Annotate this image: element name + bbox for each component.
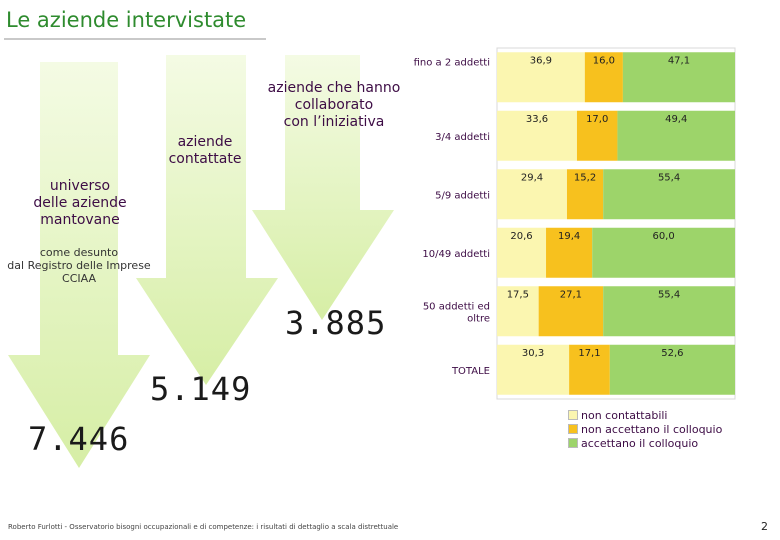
funnel-arrows: [8, 55, 394, 468]
title-underline: [4, 38, 266, 40]
bar-5-9-addetti-non-accettano-il-colloquio: [566, 169, 604, 220]
value-label-5-9-addetti-accettano-il-colloquio: 55,4: [658, 172, 680, 183]
value-label-totale-non-contattabili: 30,3: [522, 348, 544, 359]
bar-totale-non-accettano-il-colloquio: [569, 344, 610, 395]
legend-swatch-non-contattabili: [568, 410, 578, 420]
value-label-totale-accettano-il-colloquio: 52,6: [661, 348, 683, 359]
bar-5-9-addetti-non-contattabili: [497, 169, 567, 220]
value-label-5-9-addetti-non-contattabili: 29,4: [521, 172, 543, 183]
value-label-10-49-addetti-non-accettano-il-colloquio: 19,4: [558, 231, 580, 242]
label-universo-text: universo delle aziende mantovane: [33, 178, 127, 228]
stacked-bar-chart: fino a 2 addetti 36,9 16,0 47,1 3/4 addetti 3…: [414, 47, 736, 400]
value-label-50-addetti-ed-oltre-accettano-il-colloquio: 55,4: [658, 289, 680, 300]
plot-frame: [496, 47, 736, 400]
bar-fino-a-2-addetti-accettano-il-colloquio: [622, 52, 735, 103]
value-label-3-4-addetti-accettano-il-colloquio: 49,4: [665, 114, 687, 125]
universo-arrow: [8, 62, 150, 468]
bar-50-addetti-ed-oltre-non-contattabili: [497, 286, 539, 337]
legend-label-accettano: accettano il colloquio: [581, 436, 699, 450]
bar-10-49-addetti-non-contattabili: [497, 227, 547, 278]
value-label-50-addetti-ed-oltre-non-contattabili: 17,5: [507, 289, 529, 300]
label-universo-note: come desunto dal Registro delle Imprese …: [4, 246, 154, 285]
value-label-3-4-addetti-non-accettano-il-colloquio: 17,0: [586, 114, 608, 125]
label-contattate-text: aziende contattate: [168, 134, 242, 167]
legend-label-non-contattabili: non contattabili: [581, 408, 668, 422]
value-label-10-49-addetti-non-contattabili: 20,6: [510, 231, 532, 242]
category-label-3-4-addetti: 3/4 addetti: [435, 132, 490, 143]
value-label-totale-non-accettano-il-colloquio: 17,1: [578, 348, 600, 359]
category-label-fino-a-2-addetti: fino a 2 addetti: [414, 57, 490, 68]
page-number: 2: [761, 520, 768, 533]
value-label-fino-a-2-addetti-non-contattabili: 36,9: [530, 55, 552, 66]
legend-swatch-non-accettano: [568, 424, 578, 434]
value-label-3-4-addetti-non-contattabili: 33,6: [526, 114, 548, 125]
category-label-50-addetti-ed-oltre-line-2: oltre: [467, 313, 490, 324]
bar-fino-a-2-addetti-non-contattabili: [497, 52, 585, 103]
number-collaborato: 3.885: [285, 304, 387, 342]
bar-totale-accettano-il-colloquio: [609, 344, 735, 395]
category-label-50-addetti-ed-oltre-line-1: 50 addetti ed: [423, 301, 490, 312]
collaborato-arrow: [252, 55, 394, 320]
number-universo: 7.446: [28, 420, 130, 458]
bar-10-49-addetti-accettano-il-colloquio: [592, 227, 735, 278]
legend-item-non-accettano: non accettano il colloquio: [568, 422, 722, 436]
label-contattate: aziende contattate: [150, 134, 260, 168]
legend-swatch-accettano: [568, 438, 578, 448]
legend-item-non-contattabili: non contattabili: [568, 408, 722, 422]
bar-10-49-addetti-non-accettano-il-colloquio: [546, 227, 593, 278]
category-label-10-49-addetti: 10/49 addetti: [422, 249, 490, 260]
legend-item-accettano: accettano il colloquio: [568, 436, 722, 450]
bar-50-addetti-ed-oltre-accettano-il-colloquio: [603, 286, 735, 337]
label-universo-note-text: come desunto dal Registro delle Imprese …: [7, 246, 151, 285]
label-universo: universo delle aziende mantovane: [22, 178, 138, 229]
number-contattate: 5.149: [150, 370, 252, 408]
label-collaborato-text: aziende che hanno collaborato con l’iniz…: [267, 80, 401, 130]
bar-3-4-addetti-accettano-il-colloquio: [617, 110, 735, 161]
contattate-arrow: [136, 55, 278, 385]
category-label-totale: TOTALE: [451, 366, 490, 377]
bar-5-9-addetti-accettano-il-colloquio: [603, 169, 735, 220]
value-label-fino-a-2-addetti-accettano-il-colloquio: 47,1: [668, 55, 690, 66]
bar-totale-non-contattabili: [497, 344, 570, 395]
value-label-5-9-addetti-non-accettano-il-colloquio: 15,2: [574, 172, 596, 183]
label-collaborato: aziende che hanno collaborato con l’iniz…: [256, 80, 412, 131]
category-label-5-9-addetti: 5/9 addetti: [435, 190, 490, 201]
bar-3-4-addetti-non-accettano-il-colloquio: [576, 110, 618, 161]
legend-label-non-accettano: non accettano il colloquio: [581, 422, 723, 436]
chart-legend: non contattabili non accettano il colloq…: [568, 408, 722, 450]
bar-50-addetti-ed-oltre-non-accettano-il-colloquio: [538, 286, 604, 337]
page-title: Le aziende intervistate: [6, 8, 247, 32]
value-label-50-addetti-ed-oltre-non-accettano-il-colloquio: 27,1: [560, 289, 582, 300]
value-label-10-49-addetti-accettano-il-colloquio: 60,0: [652, 231, 674, 242]
bar-3-4-addetti-non-contattabili: [497, 110, 577, 161]
value-label-fino-a-2-addetti-non-accettano-il-colloquio: 16,0: [593, 55, 615, 66]
footer-text: Roberto Furlotti - Osservatorio bisogni …: [8, 523, 399, 531]
bar-fino-a-2-addetti-non-accettano-il-colloquio: [584, 52, 623, 103]
